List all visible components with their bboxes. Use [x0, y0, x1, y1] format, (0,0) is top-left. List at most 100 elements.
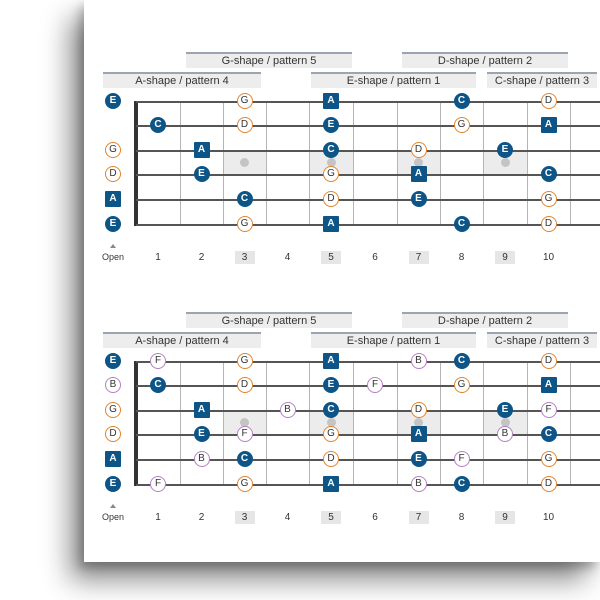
note-marker: E — [497, 142, 513, 158]
note-marker: D — [540, 93, 557, 109]
note-marker: D — [410, 142, 427, 158]
fret-marker-dot — [326, 417, 336, 427]
open-label: Open — [101, 252, 125, 262]
note-marker: C — [453, 216, 470, 232]
note-marker: G — [105, 402, 121, 418]
note-marker: B — [410, 353, 427, 369]
note-marker: C — [453, 476, 470, 492]
fret-line — [223, 101, 224, 224]
note-marker: A — [323, 93, 339, 109]
guitar-string — [136, 459, 600, 461]
note-marker: E — [323, 377, 339, 393]
note-marker: G — [236, 216, 253, 232]
fret-number: 10 — [542, 252, 555, 263]
fret-number: 1 — [155, 512, 161, 523]
note-marker: E — [410, 191, 427, 207]
note-marker: A — [323, 216, 339, 232]
fret-number: 3 — [234, 251, 255, 264]
guitar-string — [136, 410, 600, 412]
note-marker: A — [193, 402, 210, 418]
note-marker: A — [105, 451, 121, 467]
note-marker: E — [105, 476, 121, 492]
fretboard-diagram-c-major: G-shape / pattern 5 D-shape / pattern 2 A-… — [84, 52, 600, 292]
open-arrow-icon — [110, 244, 116, 248]
note-marker: F — [540, 402, 557, 418]
fret-number: 9 — [495, 511, 515, 524]
note-marker: D — [236, 377, 253, 393]
note-marker: D — [105, 166, 121, 182]
open-arrow-icon — [110, 504, 116, 508]
fret-line — [570, 361, 571, 484]
note-marker: F — [150, 476, 166, 492]
note-marker: B — [193, 451, 210, 467]
note-marker: A — [323, 353, 339, 369]
fret-number: 8 — [458, 512, 465, 523]
note-marker: G — [236, 476, 253, 492]
fret-marker-dot — [414, 157, 423, 167]
nut — [134, 361, 138, 486]
fret-number: 6 — [372, 512, 378, 523]
fret-line — [309, 361, 310, 484]
note-marker: E — [410, 451, 427, 467]
note-marker: C — [453, 93, 470, 109]
fret-number: 4 — [284, 512, 291, 523]
note-marker: C — [540, 426, 557, 442]
fret-line — [570, 101, 571, 224]
note-marker: B — [410, 476, 427, 492]
fret-number: 4 — [284, 252, 291, 263]
note-marker: E — [105, 93, 121, 109]
fret-line — [353, 361, 354, 484]
nut — [134, 101, 138, 226]
shape-label: E-shape / pattern 1 — [311, 332, 476, 348]
fret-line — [223, 361, 224, 484]
note-marker: D — [410, 402, 427, 418]
guitar-string — [136, 125, 600, 127]
fret-number: 2 — [198, 252, 205, 263]
shape-label: E-shape / pattern 1 — [311, 72, 476, 88]
note-marker: D — [540, 216, 557, 232]
note-marker: G — [323, 166, 339, 182]
note-marker: D — [105, 426, 121, 442]
note-marker: E — [323, 117, 339, 133]
guitar-string — [136, 174, 600, 176]
fret-number: 5 — [321, 251, 341, 264]
shape-label: G-shape / pattern 5 — [186, 52, 352, 68]
fret-number: 7 — [408, 511, 429, 524]
fret-number: 8 — [458, 252, 465, 263]
fret-number: 6 — [372, 252, 378, 263]
note-marker: E — [497, 402, 513, 418]
note-marker: G — [540, 451, 557, 467]
shape-label: A-shape / pattern 4 — [103, 332, 261, 348]
note-marker: F — [367, 377, 383, 393]
fret-marker-dot — [240, 157, 249, 167]
fret-number: 5 — [321, 511, 341, 524]
note-marker: G — [453, 117, 470, 133]
fret-marker-dot — [240, 417, 249, 427]
fret-number: 3 — [234, 511, 255, 524]
note-marker: C — [453, 353, 470, 369]
note-marker: F — [453, 451, 470, 467]
note-marker: B — [105, 377, 121, 393]
fret-number: 7 — [408, 251, 429, 264]
fret-line — [180, 101, 181, 224]
note-marker: C — [540, 166, 557, 182]
fret-line — [483, 101, 484, 224]
shape-label: D-shape / pattern 2 — [402, 52, 568, 68]
fret-marker-dot — [326, 157, 336, 167]
shape-label: G-shape / pattern 5 — [186, 312, 352, 328]
guitar-string — [136, 150, 600, 152]
fretboard-diagram-c-major-full-scale: G-shape / pattern 5 D-shape / pattern 2 A-… — [84, 312, 600, 552]
note-marker: G — [236, 353, 253, 369]
fret-number: 2 — [198, 512, 205, 523]
shape-label: C-shape / pattern 3 — [487, 72, 597, 88]
fret-line — [440, 101, 441, 224]
guitar-string — [136, 224, 600, 226]
guitar-string — [136, 101, 600, 103]
open-label: Open — [101, 512, 125, 522]
note-marker: A — [410, 166, 427, 182]
note-marker: A — [540, 117, 557, 133]
fret-marker-dot — [500, 157, 510, 167]
fret-line — [266, 361, 267, 484]
guitar-string — [136, 484, 600, 486]
note-marker: C — [150, 377, 166, 393]
